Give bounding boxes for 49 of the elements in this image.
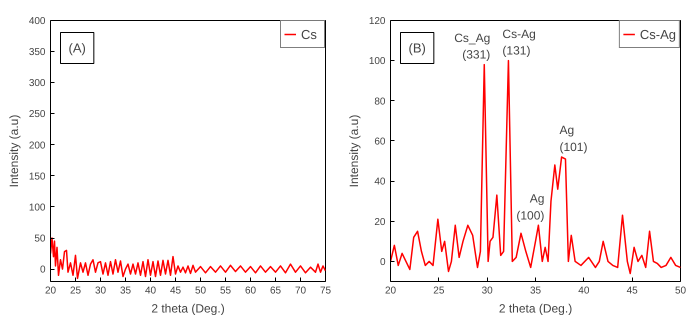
x-tick-label: 70 <box>294 286 306 296</box>
y-tick-label: 300 <box>28 78 46 90</box>
y-tick-label: 100 <box>28 202 46 214</box>
y-tick-label: 50 <box>34 234 46 244</box>
y-axis-title: Intensity (a.u) <box>6 114 21 188</box>
legend-label: Cs <box>301 26 318 42</box>
y-tick-label: 150 <box>28 171 46 182</box>
y-tick-label: 20 <box>374 216 386 228</box>
line-series <box>390 60 680 274</box>
x-tick-label: 30 <box>482 286 494 296</box>
annotation: (A) <box>68 40 86 56</box>
x-tick-label: 40 <box>144 286 156 296</box>
annotation: Ag (101) <box>559 123 588 154</box>
x-tick-label: 20 <box>44 286 56 296</box>
y-axis-title: Intensity (a.u) <box>346 114 361 188</box>
y-tick-label: 350 <box>28 47 46 58</box>
y-tick-label: 0 <box>380 256 386 268</box>
y-tick-label: 120 <box>368 16 386 27</box>
x-tick-label: 65 <box>270 286 282 296</box>
x-axis-title: 2 theta (Deg.) <box>151 302 225 316</box>
x-tick-label: 55 <box>220 286 232 296</box>
x-tick-label: 50 <box>194 286 206 296</box>
x-tick-label: 35 <box>530 286 542 296</box>
x-tick-label: 75 <box>320 286 332 296</box>
y-tick-label: 40 <box>374 176 386 188</box>
x-axis-title: 2 theta (Deg.) <box>498 302 572 316</box>
y-tick-label: 80 <box>374 96 386 108</box>
annotation: Cs_Ag (331) <box>454 30 490 62</box>
x-tick-label: 40 <box>578 286 590 296</box>
x-tick-label: 20 <box>384 286 396 296</box>
y-tick-label: 0 <box>40 264 46 276</box>
x-tick-label: 60 <box>244 286 256 296</box>
annotation: (B) <box>408 40 426 56</box>
x-tick-label: 45 <box>170 286 182 296</box>
y-tick-label: 100 <box>368 56 386 68</box>
x-tick-label: 25 <box>70 286 82 296</box>
x-tick-label: 25 <box>433 286 445 296</box>
legend-label: Cs-Ag <box>640 26 676 42</box>
annotation: Cs-Ag (131) <box>502 26 536 58</box>
y-tick-label: 200 <box>28 140 46 152</box>
x-tick-label: 45 <box>626 286 638 296</box>
y-tick-label: 400 <box>28 16 46 27</box>
line-series <box>50 237 326 280</box>
x-tick-label: 35 <box>120 286 132 296</box>
x-tick-label: 30 <box>94 286 106 296</box>
y-tick-label: 250 <box>28 109 46 120</box>
x-tick-label: 50 <box>674 286 686 296</box>
y-tick-label: 60 <box>374 136 386 148</box>
annotation: Ag (100) <box>516 191 544 222</box>
